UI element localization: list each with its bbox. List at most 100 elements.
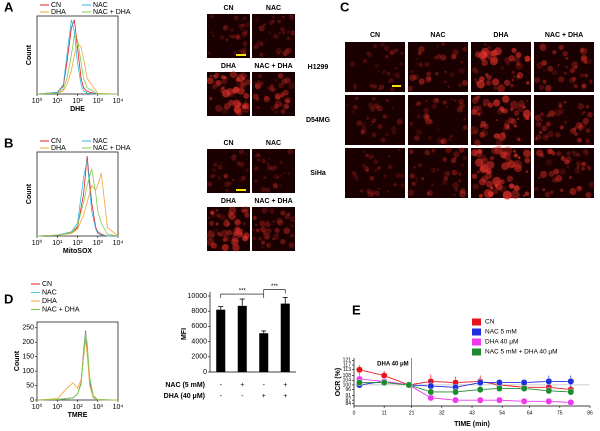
cell-signal xyxy=(453,156,457,160)
cell-signal xyxy=(548,148,554,154)
cell-signal xyxy=(287,172,290,175)
cell-signal xyxy=(374,63,380,68)
cell-signal xyxy=(284,98,290,104)
legend-label: DHA xyxy=(51,9,66,16)
cell-signal xyxy=(449,71,455,78)
y-tick-label: 108 xyxy=(343,373,352,379)
cell-signal xyxy=(493,133,500,139)
cell-signal xyxy=(415,62,418,65)
cell-signal xyxy=(236,161,241,166)
series-line xyxy=(359,378,571,403)
cell-signal xyxy=(209,74,213,78)
y-tick-label: 117 xyxy=(343,362,351,368)
treatment-sign: - xyxy=(263,382,266,389)
cell-signal xyxy=(235,35,240,40)
cell-signal xyxy=(582,149,589,155)
cell-signal xyxy=(394,48,399,53)
legend-swatch xyxy=(472,328,481,336)
cell-signal xyxy=(416,57,419,60)
cell-signal xyxy=(436,128,439,131)
cell-signal xyxy=(505,125,511,131)
cell-signal xyxy=(571,150,575,154)
legend-label: NAC 5 mM + DHA 40 μM xyxy=(485,349,558,356)
treatment-sign: + xyxy=(283,393,287,400)
cell-signal xyxy=(239,81,247,89)
cell-signal xyxy=(526,81,530,85)
cell-signal xyxy=(219,34,225,40)
series-line xyxy=(36,42,119,95)
cell-signal xyxy=(571,76,577,82)
cell-signal xyxy=(290,30,296,36)
cell-signal xyxy=(585,104,590,109)
cell-signal xyxy=(565,56,569,60)
cell-signal xyxy=(226,87,234,96)
cell-signal xyxy=(272,19,276,23)
cell-signal xyxy=(280,109,286,114)
cell-signal xyxy=(578,123,583,127)
cell-signal xyxy=(429,120,434,125)
cell-signal xyxy=(286,36,291,41)
fluorescence-image xyxy=(408,95,468,145)
cell-signal xyxy=(270,84,274,88)
data-point xyxy=(405,381,413,389)
cell-signal xyxy=(206,231,215,240)
cell-signal xyxy=(263,95,269,101)
cell-signal xyxy=(253,166,259,171)
image-label: NAC + DHA xyxy=(545,32,583,39)
cell-signal xyxy=(470,126,479,135)
cell-signal xyxy=(585,140,591,146)
cell-signal xyxy=(245,22,251,28)
cell-signal xyxy=(523,156,530,163)
cell-signal xyxy=(287,148,293,155)
row-label: D54MG xyxy=(306,117,331,124)
cell-signal xyxy=(538,42,546,49)
cell-signal xyxy=(423,113,429,120)
x-tick-label: 10² xyxy=(72,240,83,247)
cell-signal xyxy=(272,237,275,241)
image-background xyxy=(252,207,295,251)
cell-signal xyxy=(416,114,422,119)
cell-signal xyxy=(456,106,463,113)
legend-label: NAC 5 mM xyxy=(485,329,517,336)
cell-signal xyxy=(372,84,378,89)
x-tick-label: 10⁴ xyxy=(113,98,124,105)
cell-signal xyxy=(226,223,230,226)
cell-signal xyxy=(431,183,434,187)
cell-signal xyxy=(580,54,588,62)
cell-signal xyxy=(552,177,558,183)
cell-signal xyxy=(259,81,264,86)
cell-signal xyxy=(506,62,510,66)
cell-signal xyxy=(365,153,370,158)
cell-signal xyxy=(380,137,386,143)
cell-signal xyxy=(255,223,258,226)
treatment-sign: - xyxy=(241,393,244,400)
cell-signal xyxy=(501,131,506,137)
cell-signal xyxy=(279,184,282,187)
cell-signal xyxy=(393,183,397,187)
cell-signal xyxy=(254,152,260,158)
cell-signal xyxy=(212,75,215,78)
cell-signal xyxy=(234,108,238,112)
cell-signal xyxy=(215,104,223,112)
data-point xyxy=(496,385,503,392)
y-tick-label: 4000 xyxy=(191,338,207,345)
cell-signal xyxy=(275,216,283,224)
cell-signal xyxy=(282,89,289,96)
cell-signal xyxy=(241,104,250,113)
cell-signal xyxy=(289,223,295,228)
cell-signal xyxy=(538,152,544,158)
cell-signal xyxy=(425,99,428,103)
cell-signal xyxy=(258,25,265,32)
cell-signal xyxy=(242,50,247,55)
cell-signal xyxy=(265,235,270,240)
cell-signal xyxy=(515,62,524,70)
x-tick-label: 21 xyxy=(409,410,415,416)
cell-signal xyxy=(368,102,374,109)
cell-signal xyxy=(261,246,264,249)
cell-signal xyxy=(268,31,271,34)
cell-signal xyxy=(285,98,291,104)
cell-signal xyxy=(285,47,292,54)
image-label: CN xyxy=(223,5,233,12)
x-tick-label: 0 xyxy=(353,410,356,416)
treatment-sign: - xyxy=(220,382,223,389)
